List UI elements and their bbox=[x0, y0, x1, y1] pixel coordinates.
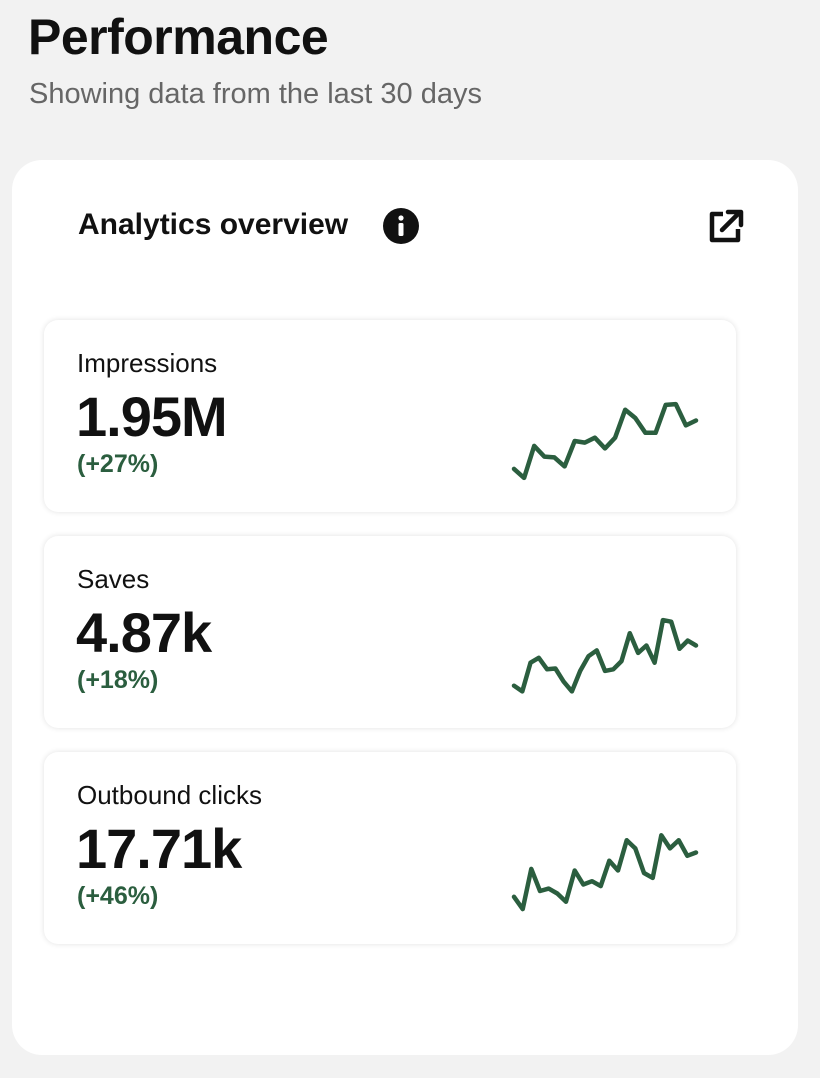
sparkline-chart bbox=[511, 401, 699, 481]
page-subtitle: Showing data from the last 30 days bbox=[29, 78, 482, 110]
metric-value: 1.95M bbox=[76, 385, 228, 448]
panel-title: Analytics overview bbox=[78, 208, 349, 241]
metric-card: Saves 4.87k (+18%) bbox=[44, 536, 736, 728]
sparkline-chart bbox=[511, 833, 699, 912]
metric-label: Impressions bbox=[77, 348, 218, 378]
sparkline bbox=[511, 833, 699, 912]
page-title: Performance bbox=[28, 9, 329, 65]
metric-value: 17.71k bbox=[76, 817, 242, 880]
analytics-panel: Analytics overview Impressions 1.95M (+27%… bbox=[12, 160, 798, 1055]
metric-change: (+27%) bbox=[77, 450, 159, 478]
metric-card: Impressions 1.95M (+27%) bbox=[44, 320, 736, 512]
metric-label: Saves bbox=[77, 564, 150, 594]
metric-card: Outbound clicks 17.71k (+46%) bbox=[44, 752, 736, 944]
sparkline-chart bbox=[511, 617, 699, 694]
sparkline bbox=[511, 617, 699, 694]
metric-change: (+18%) bbox=[77, 666, 159, 694]
open-external-icon[interactable] bbox=[706, 206, 746, 246]
info-icon[interactable] bbox=[382, 207, 420, 245]
metric-label: Outbound clicks bbox=[77, 780, 262, 810]
metric-change: (+46%) bbox=[77, 882, 159, 910]
sparkline bbox=[511, 401, 699, 481]
metric-value: 4.87k bbox=[76, 601, 212, 664]
